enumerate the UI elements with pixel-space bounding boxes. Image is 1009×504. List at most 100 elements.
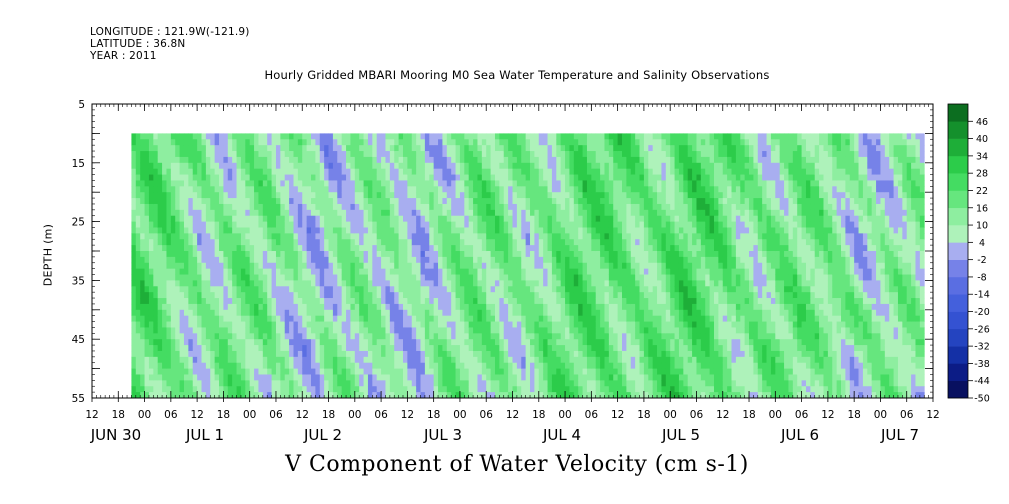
heatmap-cell <box>565 268 570 275</box>
heatmap-cell <box>324 368 329 375</box>
heatmap-cell <box>188 233 194 240</box>
heatmap-cell <box>398 151 404 158</box>
heatmap-cell <box>407 356 413 364</box>
heatmap-cell <box>551 262 557 270</box>
heatmap-cell <box>205 356 211 364</box>
heatmap-cell <box>398 333 404 340</box>
heatmap-cell <box>359 321 364 328</box>
heatmap-cell <box>214 133 220 140</box>
heatmap-cell <box>442 303 448 311</box>
heatmap-cell <box>586 233 592 240</box>
heatmap-cell <box>223 151 229 158</box>
heatmap-cell <box>219 145 224 152</box>
heatmap-cell <box>398 133 404 140</box>
heatmap-cell <box>372 245 378 252</box>
heatmap-cell <box>376 262 382 270</box>
heatmap-cell <box>442 321 448 328</box>
heatmap-cell <box>556 309 562 317</box>
heatmap-cell <box>573 292 579 299</box>
heatmap-cell <box>359 139 364 146</box>
heatmap-cell <box>315 392 321 399</box>
heatmap-cell <box>521 333 527 340</box>
heatmap-cell <box>337 386 343 393</box>
heatmap-cell <box>153 386 159 393</box>
heatmap-cell <box>140 303 145 311</box>
heatmap-cell <box>503 186 509 193</box>
heatmap-cell <box>416 333 421 340</box>
heatmap-cell <box>490 233 496 240</box>
heatmap-cell <box>175 362 180 369</box>
heatmap-cell <box>175 286 180 293</box>
heatmap-cell <box>183 239 189 246</box>
heatmap-cell <box>157 192 163 199</box>
heatmap-cell <box>486 156 491 164</box>
heatmap-cell <box>197 309 202 317</box>
heatmap-cell <box>306 180 312 187</box>
heatmap-cell <box>162 192 167 199</box>
heatmap-cell <box>442 280 448 287</box>
heatmap-cell <box>201 162 207 170</box>
heatmap-cell <box>170 180 176 187</box>
heatmap-cell <box>385 233 391 240</box>
heatmap-cell <box>560 251 566 258</box>
heatmap-cell <box>328 156 334 164</box>
heatmap-cell <box>595 209 601 217</box>
heatmap-cell <box>613 268 619 275</box>
heatmap-cell <box>494 251 500 258</box>
heatmap-cell <box>411 309 417 317</box>
heatmap-cell <box>328 227 334 234</box>
heatmap-cell <box>389 327 395 334</box>
heatmap-cell <box>560 227 566 234</box>
heatmap-cell <box>573 333 579 340</box>
heatmap-cell <box>175 192 180 199</box>
heatmap-cell <box>494 139 500 146</box>
heatmap-cell <box>284 145 290 152</box>
heatmap-cell <box>516 292 522 299</box>
heatmap-cell <box>508 162 513 170</box>
heatmap-cell <box>591 362 597 369</box>
heatmap-cell <box>280 327 286 334</box>
heatmap-cell <box>319 251 325 258</box>
heatmap-cell <box>148 274 154 281</box>
heatmap-cell <box>341 239 347 246</box>
heatmap-cell <box>534 292 540 299</box>
heatmap-cell <box>595 298 601 305</box>
heatmap-cell <box>429 145 435 152</box>
heatmap-cell <box>359 221 364 228</box>
heatmap-cell <box>170 374 176 381</box>
heatmap-cell <box>140 198 145 205</box>
heatmap-cell <box>258 262 264 270</box>
heatmap-cell <box>499 174 505 181</box>
heatmap-cell <box>249 192 255 199</box>
heatmap-cell <box>451 309 456 317</box>
heatmap-cell <box>232 350 237 358</box>
heatmap-cell <box>214 192 220 199</box>
heatmap-cell <box>332 333 338 340</box>
heatmap-cell <box>324 280 329 287</box>
heatmap-cell <box>153 274 159 281</box>
heatmap-cell <box>424 321 430 328</box>
heatmap-cell <box>267 321 272 328</box>
heatmap-cell <box>582 139 588 146</box>
heatmap-cell <box>376 268 382 275</box>
heatmap-cell <box>188 339 194 346</box>
heatmap-cell <box>556 203 562 211</box>
heatmap-cell <box>420 268 426 275</box>
heatmap-cell <box>473 268 478 275</box>
heatmap-cell <box>240 268 246 275</box>
heatmap-cell <box>451 380 456 387</box>
heatmap-cell <box>446 286 452 293</box>
heatmap-cell <box>293 139 299 146</box>
heatmap-cell <box>214 268 220 275</box>
heatmap-cell <box>560 268 566 275</box>
heatmap-cell <box>306 174 312 181</box>
heatmap-cell <box>337 203 343 211</box>
heatmap-cell <box>385 286 391 293</box>
heatmap-cell <box>608 245 614 252</box>
heatmap-cell <box>582 362 588 369</box>
heatmap-cell <box>271 268 277 275</box>
heatmap-cell <box>433 274 439 281</box>
heatmap-cell <box>521 298 527 305</box>
heatmap-cell <box>508 327 513 334</box>
heatmap-cell <box>543 151 548 158</box>
